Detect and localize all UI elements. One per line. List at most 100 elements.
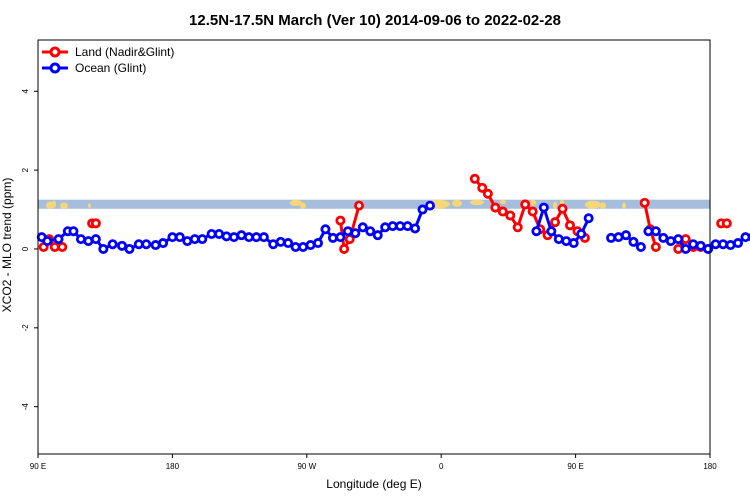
series-ocean-point	[141, 239, 152, 250]
x-tick-label: 180	[166, 462, 180, 471]
series-ocean-point	[688, 239, 699, 250]
series-ocean-point	[90, 234, 101, 245]
x-tick-label: 90 E	[30, 462, 46, 471]
series-ocean-point	[124, 243, 135, 254]
series-ocean-point	[53, 234, 64, 245]
plot-frame	[37, 39, 711, 455]
map-strip-land	[600, 202, 606, 209]
map-strip-land	[88, 203, 91, 208]
series-ocean-point	[673, 234, 684, 245]
series-land-point	[497, 206, 508, 217]
x-tick-label: 90 E	[567, 462, 583, 471]
map-strip-land	[60, 202, 68, 209]
series-land-point	[505, 210, 516, 221]
series-ocean-point	[320, 224, 331, 235]
series-ocean-point	[350, 228, 361, 239]
series-ocean-point	[568, 238, 579, 249]
map-strip-land	[530, 199, 536, 207]
series-land-point	[639, 197, 650, 208]
series-ocean-point	[650, 226, 661, 237]
series-ocean-point	[538, 202, 549, 213]
series-ocean-point	[583, 213, 594, 224]
series-ocean-point	[380, 222, 391, 233]
series-land-point	[57, 241, 68, 252]
map-strip-land	[553, 201, 557, 209]
legend-entry-land: Land (Nadir&Glint)	[42, 45, 174, 59]
series-ocean-point	[733, 238, 744, 249]
series-land-point	[339, 243, 350, 254]
series-ocean-point	[546, 226, 557, 237]
map-strip-land	[622, 202, 626, 209]
series-ocean-point	[424, 200, 435, 211]
series-ocean-point	[258, 232, 269, 243]
series-ocean-point	[718, 239, 729, 250]
legend-label-land: Land (Nadir&Glint)	[75, 45, 174, 59]
series-land-point	[557, 203, 568, 214]
x-tick-label: 180	[703, 462, 717, 471]
series-land-point	[527, 206, 538, 217]
legend: Land (Nadir&Glint) Ocean (Glint)	[42, 45, 174, 75]
map-strip-land	[470, 199, 484, 206]
series-land-line	[473, 177, 586, 240]
legend-label-ocean: Ocean (Glint)	[75, 61, 146, 75]
legend-entry-ocean: Ocean (Glint)	[42, 61, 146, 75]
y-tick-label: 2	[21, 167, 30, 172]
series-ocean-point	[221, 231, 232, 242]
series-land-point	[550, 217, 561, 228]
map-strip-ocean	[38, 199, 710, 209]
x-axis-label: Longitude (deg E)	[326, 477, 421, 491]
series-ocean-point	[410, 223, 421, 234]
x-tick-label: 0	[439, 462, 444, 471]
series-ocean-point	[680, 243, 691, 254]
series-ocean-point	[327, 232, 338, 243]
series-ocean-point	[42, 236, 53, 247]
map-strip-land	[52, 200, 56, 208]
axes: 90 E 180 90 W 0 90 E 180 -4 -2 0 2 4	[21, 88, 717, 471]
series-land-point	[520, 199, 531, 210]
series-land-point	[512, 222, 523, 233]
series-layer	[36, 173, 750, 254]
series-ocean-point	[628, 236, 639, 247]
map-strip-land	[290, 199, 302, 207]
series-land-point	[650, 241, 661, 252]
map-strip-land	[500, 199, 506, 205]
series-ocean-point	[621, 230, 632, 241]
series-ocean-point	[335, 232, 346, 243]
map-strip-land	[46, 201, 54, 209]
legend-marker-land	[49, 46, 61, 58]
series-land-point	[335, 215, 346, 226]
chart-title: 12.5N-17.5N March (Ver 10) 2014-09-06 to…	[189, 12, 561, 29]
series-ocean-point	[197, 234, 208, 245]
series-ocean-point	[365, 226, 376, 237]
series-ocean-point	[158, 238, 169, 249]
series-land-point	[565, 220, 576, 231]
series-ocean-point	[372, 230, 383, 241]
series-land-point	[482, 188, 493, 199]
map-strip	[38, 199, 710, 209]
series-ocean-point	[107, 239, 118, 250]
series-ocean	[36, 200, 750, 254]
map-strip-land	[452, 199, 462, 207]
y-tick-label: 0	[21, 246, 30, 251]
series-ocean-point	[417, 204, 428, 215]
series-ocean-point	[275, 236, 286, 247]
series-land-point	[477, 182, 488, 193]
series-ocean-point	[312, 238, 323, 249]
series-land-point	[354, 200, 365, 211]
series-ocean-point	[606, 232, 617, 243]
y-tick-label: -4	[21, 403, 30, 411]
series-ocean-point	[98, 243, 109, 254]
legend-marker-ocean	[49, 62, 61, 74]
series-ocean-point	[635, 241, 646, 252]
map-strip-land	[560, 199, 564, 206]
series-ocean-point	[531, 226, 542, 237]
series-ocean-point	[68, 226, 79, 237]
y-tick-label: 4	[21, 88, 30, 93]
map-strip-land	[300, 202, 306, 209]
map-strip-land	[585, 200, 601, 209]
series-ocean-point	[703, 243, 714, 254]
series-land-point	[469, 173, 480, 184]
series-land-point	[90, 218, 101, 229]
series-ocean-point	[576, 228, 587, 239]
